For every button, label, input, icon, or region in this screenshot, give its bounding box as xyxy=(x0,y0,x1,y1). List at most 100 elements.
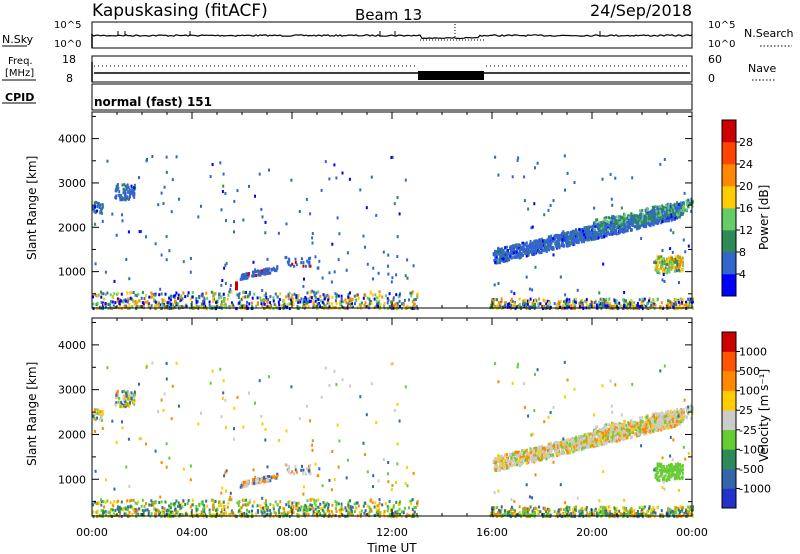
velocity-echo-cell xyxy=(126,390,129,394)
power-echo-cell xyxy=(124,196,127,200)
power-echo-cell xyxy=(676,206,679,210)
power-echo-cell xyxy=(521,248,524,252)
velocity-echo-cell xyxy=(130,391,133,395)
velocity-echo-cell xyxy=(651,511,654,515)
velocity-echo-cell xyxy=(416,515,419,519)
power-echo-cell xyxy=(296,305,299,308)
velocity-echo-cell xyxy=(315,499,318,503)
velocity-echo-cell xyxy=(169,513,172,517)
power-echo-cell xyxy=(288,257,291,261)
power-echo-cell xyxy=(490,298,493,302)
power-echo-cell xyxy=(327,296,330,300)
power-echo-cell xyxy=(131,305,134,309)
power-echo-cell xyxy=(508,252,511,256)
power-echo-cell xyxy=(115,187,118,190)
power-echo-cell xyxy=(529,242,531,246)
power-echo-cell xyxy=(660,264,663,268)
velocity-echo-cell xyxy=(287,502,290,506)
velocity-echo-cell xyxy=(263,501,266,505)
velocity-echo-cell xyxy=(317,498,320,502)
velocity-echo-cell xyxy=(562,508,565,512)
power-echo-cell xyxy=(169,298,172,302)
power-echo-cell xyxy=(354,299,357,303)
power-echo-cell xyxy=(285,295,288,299)
power-echo-cell xyxy=(222,184,225,188)
velocity-echo-cell xyxy=(568,506,571,510)
power-echo-cell xyxy=(573,241,576,245)
velocity-echo-cell xyxy=(640,510,643,514)
velocity-echo-cell xyxy=(170,510,172,514)
power-echo-cell xyxy=(140,296,143,300)
power-echo-cell xyxy=(196,300,199,304)
velocity-echo-cell xyxy=(511,507,514,511)
power-echo-cell xyxy=(569,235,572,239)
power-echo-cell xyxy=(630,222,633,226)
power-echo-cell xyxy=(287,262,290,266)
power-echo-cell xyxy=(116,183,119,186)
velocity-echo-cell xyxy=(390,515,393,519)
velocity-echo-cell xyxy=(272,515,275,519)
power-echo-cell xyxy=(555,240,558,244)
power-echo-cell xyxy=(628,215,631,219)
power-echo-cell xyxy=(599,297,602,301)
power-echo-cell xyxy=(100,290,102,294)
power-echo-cell xyxy=(568,305,571,309)
power-echo-cell xyxy=(661,249,664,252)
power-echo-cell xyxy=(544,241,547,244)
power-echo-cell xyxy=(172,294,175,298)
power-echo-cell xyxy=(518,255,521,259)
power-echo-cell xyxy=(647,217,650,221)
power-echo-cell xyxy=(674,260,677,264)
power-echo-cell xyxy=(199,305,202,309)
power-echo-cell xyxy=(520,252,523,255)
power-echo-cell xyxy=(522,246,525,250)
power-echo-cell xyxy=(392,296,395,300)
velocity-echo-cell xyxy=(568,513,571,517)
power-echo-cell xyxy=(674,255,677,259)
velocity-echo-cell xyxy=(627,513,630,517)
velocity-echo-cell xyxy=(631,510,634,514)
power-echo-cell xyxy=(268,168,270,172)
power-echo-cell xyxy=(99,203,102,207)
power-echo-cell xyxy=(263,272,266,275)
velocity-echo-cell xyxy=(397,503,400,507)
power-echo-cell xyxy=(337,294,340,298)
velocity-echo-cell xyxy=(496,511,499,515)
power-echo-cell xyxy=(572,240,574,244)
power-echo-cell xyxy=(346,251,349,255)
velocity-echo-cell xyxy=(133,402,136,406)
velocity-echo-cell xyxy=(125,391,128,395)
velocity-echo-cell xyxy=(377,504,380,508)
power-echo-cell xyxy=(189,257,192,260)
power-echo-cell xyxy=(358,303,361,307)
power-echo-cell xyxy=(151,155,154,158)
power-echo-cell xyxy=(634,304,637,308)
power-echo-cell xyxy=(147,302,150,306)
power-echo-cell xyxy=(312,305,315,309)
velocity-echo-cell xyxy=(306,508,309,512)
power-echo-cell xyxy=(531,305,534,309)
power-echo-cell xyxy=(659,213,662,217)
power-echo-cell xyxy=(180,298,183,302)
power-echo-cell xyxy=(653,302,656,306)
power-echo-cell xyxy=(573,238,576,242)
power-echo-cell xyxy=(602,262,605,266)
power-echo-cell xyxy=(308,257,310,261)
power-echo-cell xyxy=(623,226,626,230)
power-echo-cell xyxy=(654,259,657,263)
power-echo-cell xyxy=(347,297,350,301)
power-echo-cell xyxy=(309,212,312,216)
power-echo-cell xyxy=(573,181,576,184)
power-echo-cell xyxy=(132,291,135,294)
power-echo-cell xyxy=(505,301,508,305)
power-echo-cell xyxy=(609,224,612,227)
power-echo-cell xyxy=(604,218,607,222)
power-echo-cell xyxy=(294,257,297,261)
power-echo-cell xyxy=(520,305,523,309)
power-echo-cell xyxy=(255,304,258,308)
noise-sky-trace xyxy=(91,33,693,40)
power-echo-cell xyxy=(124,193,127,197)
velocity-echo-cell xyxy=(97,409,100,412)
power-echo-cell xyxy=(652,207,655,210)
velocity-echo-cell xyxy=(370,509,373,513)
